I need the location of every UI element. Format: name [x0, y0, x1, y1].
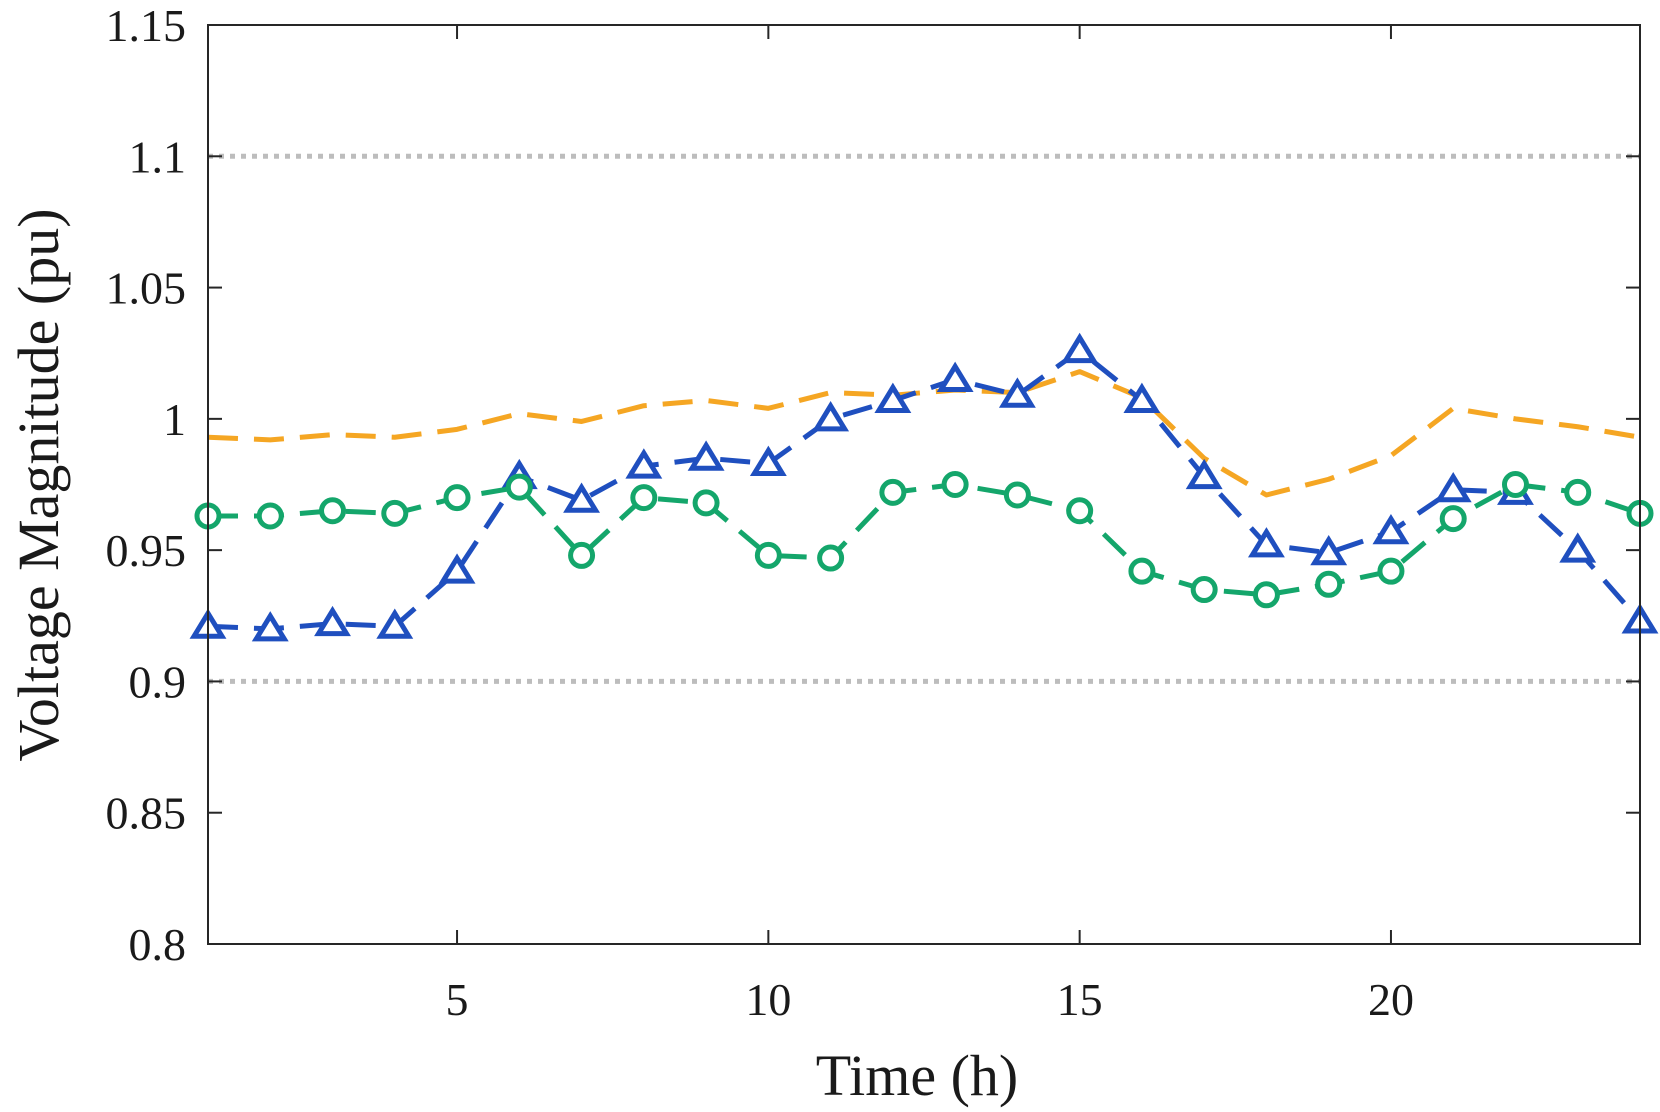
blue-triangle-point — [1559, 532, 1597, 563]
blue-triangle-line — [207, 348, 1642, 632]
green-circle-point — [1439, 505, 1467, 533]
blue-triangle-point — [1310, 534, 1348, 566]
blue-triangle-point — [1434, 471, 1472, 503]
green-circle-point — [692, 489, 720, 517]
x-tick-label: 15 — [1057, 974, 1103, 1025]
y-tick-label: 0.85 — [106, 788, 187, 839]
orange-dashed-line — [207, 369, 1641, 498]
green-circle-point — [1252, 581, 1280, 609]
series-orange-dashed — [207, 369, 1641, 498]
green-circle-point — [505, 473, 533, 501]
blue-triangle-point — [563, 482, 601, 513]
green-circle-point — [319, 497, 347, 525]
green-circle-point — [1066, 497, 1094, 525]
blue-triangle-point — [625, 448, 663, 479]
reference-lines — [208, 153, 1640, 684]
plot-frame — [207, 24, 1641, 945]
green-circle-point — [1128, 557, 1156, 585]
green-circle-point — [1003, 481, 1031, 509]
green-circle-line — [208, 482, 1641, 598]
blue-triangle-point — [687, 440, 725, 471]
y-tick-label: 1 — [163, 394, 186, 445]
green-circle-point — [630, 484, 658, 512]
green-circle-point — [381, 499, 409, 527]
blue-triangle-point — [998, 377, 1036, 408]
green-circle-point — [568, 541, 596, 569]
blue-triangle-point — [1123, 382, 1161, 413]
green-circle-point — [443, 484, 471, 512]
blue-triangle-point — [1247, 527, 1285, 558]
blue-triangle-point — [251, 611, 289, 642]
green-circle-point — [941, 471, 969, 498]
y-axis-label: Voltage Magnitude (pu) — [6, 208, 71, 761]
green-circle-point — [817, 544, 845, 572]
green-circle-point — [1315, 570, 1343, 598]
green-circle-point — [1501, 471, 1529, 498]
series-green-circle — [194, 471, 1654, 609]
blue-triangle-point — [1372, 513, 1410, 545]
ticks: 5 10 15 20 0.8 0.85 0.9 0.95 1 1.05 1.1 1.15 — [106, 0, 1640, 1025]
blue-triangle-point — [1061, 332, 1099, 364]
green-circle-point — [1564, 478, 1592, 506]
blue-triangle-point — [874, 382, 912, 413]
x-tick-label: 20 — [1368, 974, 1414, 1025]
blue-triangle-point — [314, 605, 351, 637]
x-tick-label: 10 — [745, 974, 791, 1025]
y-tick-label: 0.8 — [129, 919, 187, 970]
y-tick-label: 0.9 — [129, 656, 187, 707]
blue-triangle-point — [376, 608, 414, 639]
x-tick-label: 5 — [446, 974, 469, 1025]
blue-triangle-point — [812, 401, 850, 432]
y-tick-label: 0.95 — [106, 525, 187, 576]
x-axis-label: Time (h) — [816, 1043, 1019, 1108]
series-layer — [189, 332, 1659, 642]
green-circle-point — [754, 541, 782, 569]
green-circle-point — [1377, 557, 1405, 585]
green-circle-point — [256, 502, 284, 530]
blue-triangle-point — [936, 361, 974, 392]
green-circle-point — [879, 478, 907, 506]
blue-triangle-point — [438, 553, 476, 584]
y-tick-label: 1.15 — [106, 0, 187, 51]
blue-triangle-point — [1185, 458, 1223, 490]
blue-triangle-point — [749, 445, 787, 476]
y-tick-label: 1.05 — [106, 263, 187, 314]
series-blue-triangle — [189, 332, 1659, 642]
y-tick-label: 1.1 — [129, 131, 187, 182]
green-circle-point — [1190, 576, 1218, 604]
